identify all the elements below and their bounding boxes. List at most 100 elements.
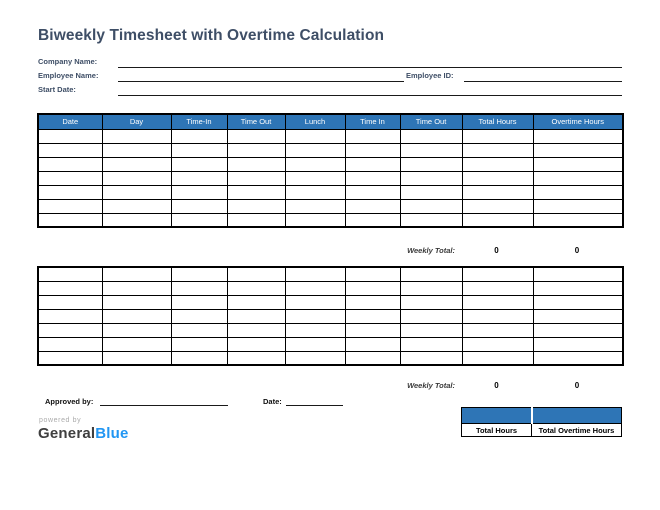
timesheet-cell[interactable]: [461, 170, 534, 186]
timesheet-cell[interactable]: [399, 142, 463, 158]
employee-name-field[interactable]: [118, 70, 404, 82]
timesheet-cell[interactable]: [532, 280, 624, 296]
timesheet-cell[interactable]: [399, 170, 463, 186]
timesheet-cell[interactable]: [170, 308, 228, 324]
timesheet-cell[interactable]: [284, 280, 346, 296]
timesheet-cell[interactable]: [226, 128, 286, 144]
timesheet-cell[interactable]: [37, 294, 103, 310]
timesheet-cell[interactable]: [284, 156, 346, 172]
timesheet-cell[interactable]: [101, 142, 172, 158]
timesheet-cell[interactable]: [344, 170, 401, 186]
timesheet-cell[interactable]: [101, 198, 172, 214]
timesheet-cell[interactable]: [226, 294, 286, 310]
timesheet-cell[interactable]: [226, 350, 286, 366]
timesheet-cell[interactable]: [284, 322, 346, 338]
timesheet-cell[interactable]: [101, 336, 172, 352]
timesheet-cell[interactable]: [284, 350, 346, 366]
timesheet-cell[interactable]: [344, 280, 401, 296]
timesheet-cell[interactable]: [399, 294, 463, 310]
timesheet-cell[interactable]: [101, 322, 172, 338]
timesheet-cell[interactable]: [37, 308, 103, 324]
timesheet-cell[interactable]: [284, 212, 346, 228]
employee-id-field[interactable]: [464, 70, 622, 82]
timesheet-cell[interactable]: [101, 294, 172, 310]
timesheet-cell[interactable]: [344, 266, 401, 282]
timesheet-cell[interactable]: [532, 308, 624, 324]
timesheet-cell[interactable]: [37, 128, 103, 144]
timesheet-cell[interactable]: [170, 198, 228, 214]
timesheet-cell[interactable]: [532, 198, 624, 214]
timesheet-cell[interactable]: [344, 322, 401, 338]
timesheet-cell[interactable]: [101, 350, 172, 366]
timesheet-cell[interactable]: [101, 156, 172, 172]
timesheet-cell[interactable]: [399, 198, 463, 214]
timesheet-cell[interactable]: [101, 212, 172, 228]
timesheet-cell[interactable]: [37, 184, 103, 200]
timesheet-cell[interactable]: [226, 322, 286, 338]
date-field[interactable]: [286, 394, 343, 406]
timesheet-cell[interactable]: [461, 336, 534, 352]
timesheet-cell[interactable]: [461, 128, 534, 144]
timesheet-cell[interactable]: [170, 266, 228, 282]
timesheet-cell[interactable]: [101, 266, 172, 282]
timesheet-cell[interactable]: [461, 350, 534, 366]
timesheet-cell[interactable]: [344, 142, 401, 158]
timesheet-cell[interactable]: [284, 128, 346, 144]
timesheet-cell[interactable]: [344, 336, 401, 352]
timesheet-cell[interactable]: [461, 280, 534, 296]
timesheet-cell[interactable]: [344, 156, 401, 172]
timesheet-cell[interactable]: [399, 266, 463, 282]
timesheet-cell[interactable]: [344, 308, 401, 324]
timesheet-cell[interactable]: [37, 212, 103, 228]
timesheet-cell[interactable]: [461, 198, 534, 214]
timesheet-cell[interactable]: [37, 266, 103, 282]
timesheet-cell[interactable]: [344, 198, 401, 214]
timesheet-cell[interactable]: [399, 156, 463, 172]
timesheet-cell[interactable]: [461, 184, 534, 200]
timesheet-cell[interactable]: [170, 322, 228, 338]
timesheet-cell[interactable]: [461, 294, 534, 310]
timesheet-cell[interactable]: [226, 156, 286, 172]
timesheet-cell[interactable]: [344, 128, 401, 144]
timesheet-cell[interactable]: [37, 156, 103, 172]
timesheet-cell[interactable]: [170, 212, 228, 228]
timesheet-cell[interactable]: [399, 350, 463, 366]
approved-by-field[interactable]: [100, 394, 228, 406]
timesheet-cell[interactable]: [532, 170, 624, 186]
timesheet-cell[interactable]: [37, 280, 103, 296]
timesheet-cell[interactable]: [37, 350, 103, 366]
timesheet-cell[interactable]: [532, 294, 624, 310]
company-name-field[interactable]: [118, 56, 622, 68]
timesheet-cell[interactable]: [461, 322, 534, 338]
timesheet-cell[interactable]: [37, 170, 103, 186]
timesheet-cell[interactable]: [532, 336, 624, 352]
timesheet-cell[interactable]: [226, 336, 286, 352]
timesheet-cell[interactable]: [170, 128, 228, 144]
timesheet-cell[interactable]: [284, 308, 346, 324]
timesheet-cell[interactable]: [170, 336, 228, 352]
timesheet-cell[interactable]: [399, 322, 463, 338]
timesheet-cell[interactable]: [399, 128, 463, 144]
timesheet-cell[interactable]: [461, 308, 534, 324]
timesheet-cell[interactable]: [170, 170, 228, 186]
timesheet-cell[interactable]: [226, 184, 286, 200]
timesheet-cell[interactable]: [101, 170, 172, 186]
timesheet-cell[interactable]: [344, 294, 401, 310]
timesheet-cell[interactable]: [344, 212, 401, 228]
timesheet-cell[interactable]: [344, 184, 401, 200]
timesheet-cell[interactable]: [226, 212, 286, 228]
timesheet-cell[interactable]: [284, 294, 346, 310]
timesheet-cell[interactable]: [532, 266, 624, 282]
timesheet-cell[interactable]: [101, 128, 172, 144]
timesheet-cell[interactable]: [284, 336, 346, 352]
timesheet-cell[interactable]: [461, 212, 534, 228]
timesheet-cell[interactable]: [170, 294, 228, 310]
timesheet-cell[interactable]: [284, 142, 346, 158]
timesheet-cell[interactable]: [532, 142, 624, 158]
timesheet-cell[interactable]: [532, 156, 624, 172]
timesheet-cell[interactable]: [399, 280, 463, 296]
timesheet-cell[interactable]: [461, 142, 534, 158]
timesheet-cell[interactable]: [37, 198, 103, 214]
timesheet-cell[interactable]: [226, 198, 286, 214]
timesheet-cell[interactable]: [461, 266, 534, 282]
